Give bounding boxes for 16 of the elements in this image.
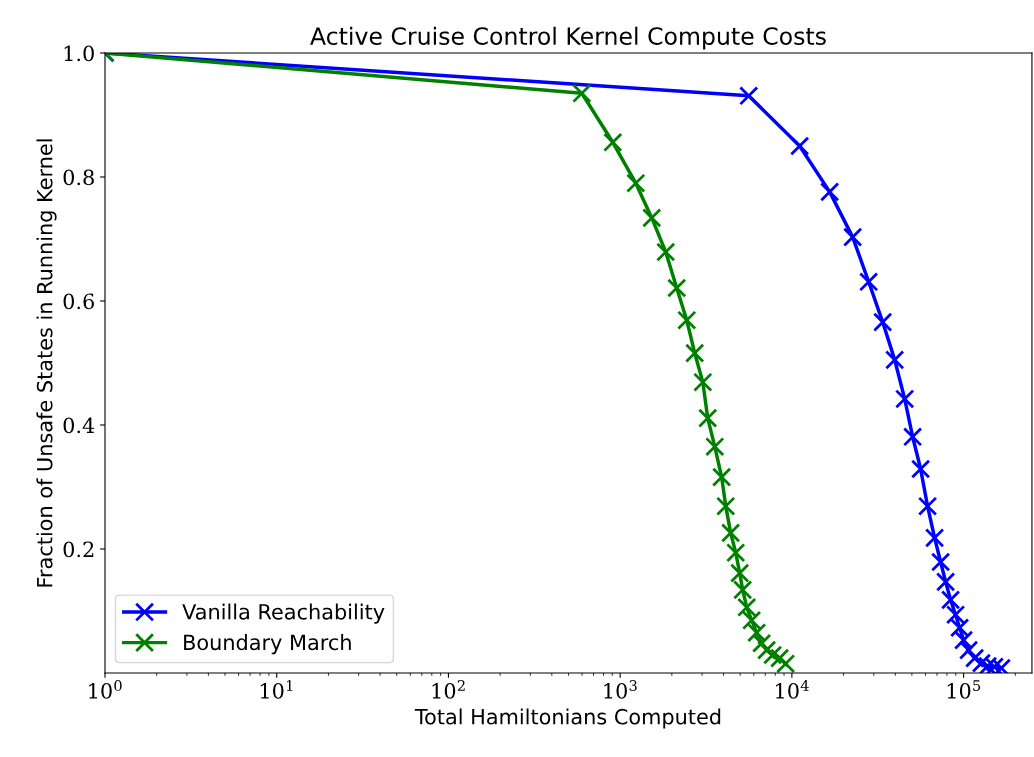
y-tick-label: 0.8 [63, 169, 94, 186]
x-tick-label: 10$^{5}$ [947, 680, 981, 699]
x-tick-label: 10$^{1}$ [260, 680, 293, 699]
x-tick-label: 10$^{0}$ [89, 680, 122, 699]
x-axis-title: Total Hamiltonians Computed [414, 708, 721, 729]
x-tick-label: 10$^{4}$ [776, 680, 809, 699]
y-tick-label: 0.2 [63, 541, 94, 558]
y-tick-label: 1.0 [64, 45, 94, 62]
legend-label: Boundary March [184, 634, 351, 655]
y-tick-label: 0.4 [63, 417, 95, 434]
chart-title: Active Cruise Control Kernel Compute Costs [310, 26, 826, 50]
y-axis-title: Fraction of Unsafe States in Running Kernel [36, 139, 57, 587]
legend-label: Vanilla Reachability [182, 603, 385, 624]
y-tick-label: 0.6 [63, 293, 94, 310]
x-tick-label: 10$^{2}$ [432, 680, 465, 699]
x-tick-label: 10$^{3}$ [604, 680, 637, 699]
